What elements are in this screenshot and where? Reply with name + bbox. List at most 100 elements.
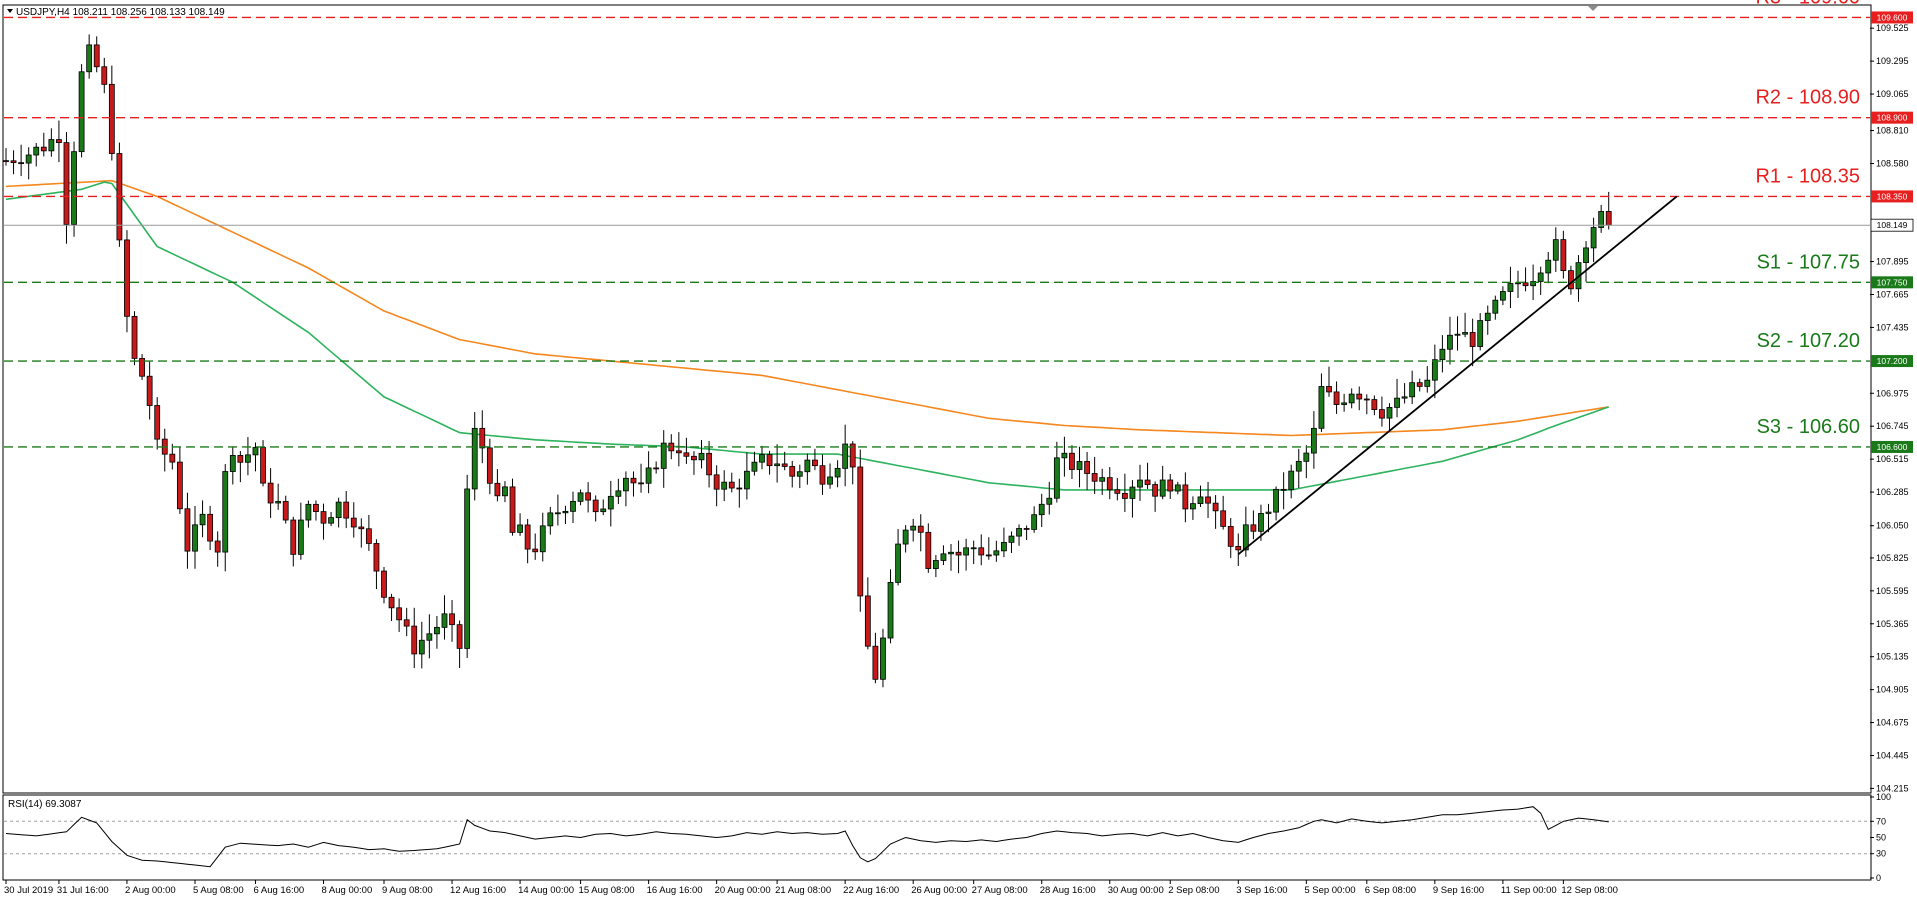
candle [10,150,17,175]
y-tick-label: 109.295 [1876,56,1909,66]
candle-body [1265,511,1272,514]
candle [948,544,954,571]
candle-body [297,519,304,555]
candle [396,598,403,632]
candle [290,516,297,567]
candle [607,480,614,527]
candle-body [1076,461,1083,470]
level-price-box-text-s1: 107.750 [1877,277,1908,287]
level-price-box-s1 [1871,276,1913,289]
candle [418,621,425,669]
candle [86,34,93,79]
candle [721,470,728,502]
candle-body [350,517,357,528]
candle-body [1182,484,1189,510]
dropdown-triangle-icon[interactable] [7,9,13,13]
candle [373,539,380,590]
candle-body [502,486,508,497]
candle [214,531,221,567]
y-tick-label: 104.215 [1876,783,1909,793]
candle-body [388,596,395,609]
candle [713,465,720,507]
candle [547,506,554,535]
candle [660,430,667,488]
candle-body [1031,514,1038,530]
y-tick-label: 104.445 [1876,750,1909,760]
rsi-line [5,806,1609,868]
candle-body [275,501,282,504]
candle [509,478,516,536]
candle-body [585,492,592,501]
candle [502,481,508,503]
y-tick-label: 107.435 [1876,322,1909,332]
candle-body [1061,452,1068,459]
candle [176,446,183,514]
candle [56,120,62,163]
candle-body [1409,382,1416,398]
candle [1492,295,1499,320]
candle-body [789,466,796,477]
candle-body [978,547,985,556]
candle-body [623,477,629,492]
candle-body [101,66,108,85]
candle-body [1038,503,1045,516]
candle-body [1371,399,1378,410]
candle-body [759,454,765,463]
candle [71,141,77,237]
candle-body [139,358,145,377]
candle [1152,481,1159,512]
candle [940,545,947,566]
candle-body [131,315,138,359]
candle-body [305,503,312,521]
candle [1484,305,1491,335]
candle-body [252,447,259,456]
candle-body [146,375,153,406]
candle-body [615,490,622,497]
candle-body [1137,479,1143,488]
candle [1106,467,1113,500]
level-price-box-r2 [1871,111,1913,124]
candle-body [1114,489,1121,494]
candle [1084,452,1090,490]
candle [1379,396,1385,427]
candle-body [373,543,380,572]
candle [108,65,115,161]
candle [834,460,841,488]
candle-body [517,524,523,533]
candle-body [1212,502,1219,512]
candle [849,441,856,485]
candle [796,464,803,489]
candle-body [1477,320,1484,347]
y-tick-label: 104.675 [1876,718,1909,728]
level-label-r2: R2 - 108.90 [1755,87,1860,109]
candle [864,577,871,650]
candle [902,525,909,553]
candle-body [1001,541,1007,552]
candle-body [343,501,350,519]
candle-body [713,474,720,490]
candle [1144,462,1151,490]
rsi-y-tick-label: 30 [1876,849,1886,859]
x-tick-label: 5 Sep 00:00 [1304,885,1355,896]
candle-body [812,459,818,467]
candle [146,361,153,420]
candle [1499,286,1506,306]
candle [1076,446,1083,488]
y-tick-label: 104.905 [1876,685,1909,695]
candle-body [199,513,206,526]
rsi-y-tick-label: 70 [1876,816,1886,826]
candle [955,540,962,574]
candle [1008,531,1015,554]
candle [1477,313,1484,351]
y-tick-label: 106.745 [1876,421,1909,431]
candle [615,478,622,504]
candle [449,600,455,642]
x-tick-label: 9 Aug 08:00 [382,885,433,896]
candle-body [645,467,652,484]
level-price-box-text-s2: 107.200 [1877,356,1908,366]
candle [25,147,32,180]
candle [33,143,40,167]
x-tick-label: 21 Aug 08:00 [775,885,831,896]
candle [237,451,244,483]
